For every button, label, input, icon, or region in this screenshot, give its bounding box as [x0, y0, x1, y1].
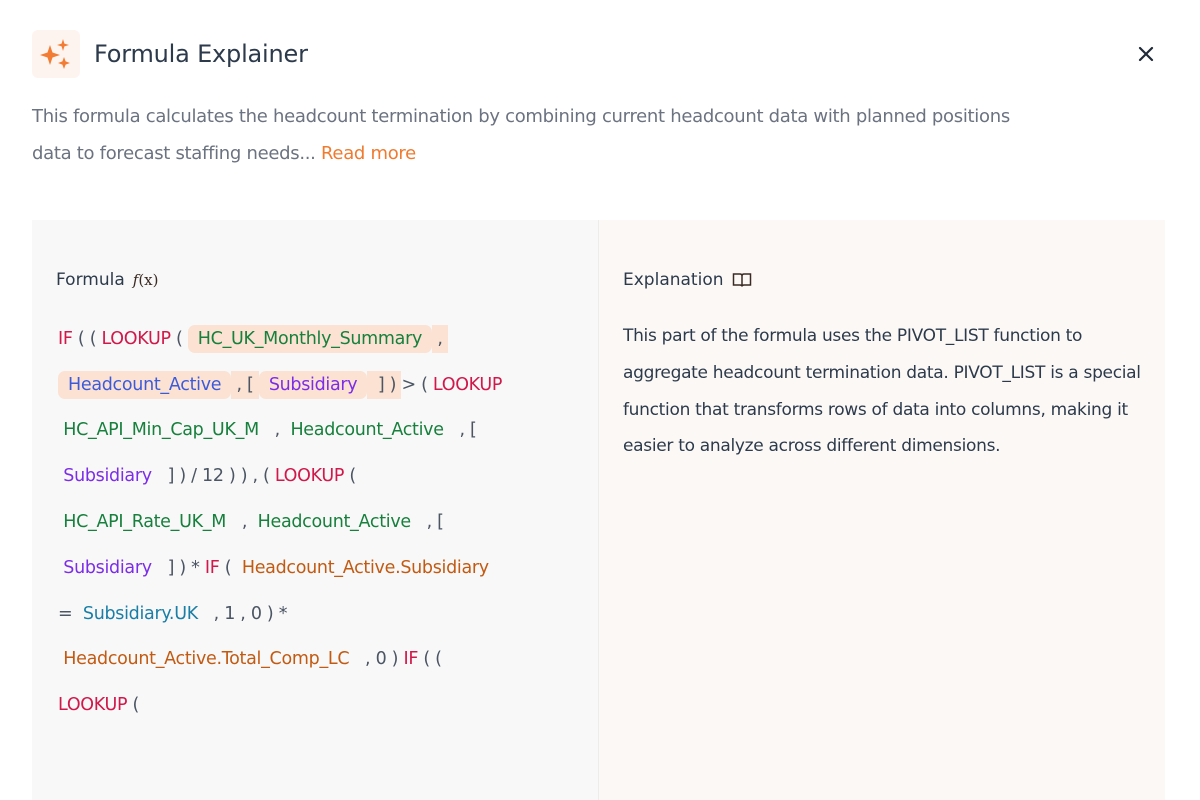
formula-operator: ( — [127, 695, 140, 716]
formula-keyword: LOOKUP — [432, 374, 503, 395]
formula-operator: , — [226, 512, 258, 533]
formula-title: Formula — [56, 270, 125, 290]
formula-operator: ( — [219, 557, 242, 578]
formula-operator: , [ — [443, 420, 477, 441]
formula-keyword: IF — [403, 649, 419, 670]
formula-operator: ] ) / 12 ) ) , ( — [151, 466, 275, 487]
formula-operator: , — [258, 420, 291, 441]
formula-operator: > ( — [401, 374, 433, 395]
explanation-section: Explanation This part of the formula use… — [599, 220, 1165, 800]
formula-dimension: Subsidiary — [58, 466, 152, 487]
formula-line: Headcount_Active.Total_Comp_LC , 0 ) IF … — [58, 637, 588, 683]
formula-description: This formula calculates the headcount te… — [32, 98, 1042, 172]
explanation-text: This part of the formula uses the PIVOT_… — [623, 326, 1141, 457]
dialog-title: Formula Explainer — [94, 40, 308, 68]
formula-operator: , 0 ) — [349, 649, 404, 670]
close-button[interactable] — [1132, 40, 1160, 68]
formula-keyword: LOOKUP — [274, 466, 345, 487]
sparkles-icon — [32, 30, 80, 78]
formula-dimension: Subsidiary — [58, 557, 152, 578]
formula-field: Headcount_Active.Total_Comp_LC — [58, 649, 350, 670]
formula-operator: ( ( — [418, 649, 442, 670]
formula-line: HC_API_Min_Cap_UK_M , Headcount_Active ,… — [58, 408, 588, 454]
formula-line: IF ( ( LOOKUP ( HC_UK_Monthly_Summary , — [58, 316, 588, 362]
formula-operator: , — [432, 324, 448, 353]
formula-heading: Formula f(x) — [56, 270, 158, 290]
formula-keyword: IF — [204, 557, 220, 578]
read-more-link[interactable]: Read more — [321, 143, 416, 164]
formula-operator: , [ — [410, 512, 444, 533]
formula-line: Subsidiary ] ) * IF ( Headcount_Active.S… — [58, 545, 588, 591]
formula-column[interactable]: Headcount_Active — [58, 370, 232, 399]
formula-keyword: LOOKUP — [58, 695, 128, 716]
formula-operator: ] ) * — [151, 557, 205, 578]
explanation-heading: Explanation — [623, 270, 752, 290]
formula-line: HC_API_Rate_UK_M , Headcount_Active , [ — [58, 499, 588, 545]
formula-dataset: Headcount_Active — [290, 420, 444, 441]
formula-dataset[interactable]: HC_UK_Monthly_Summary — [187, 324, 433, 353]
formula-operator: ] ) — [367, 370, 402, 399]
explanation-title: Explanation — [623, 270, 724, 290]
formula-operator: ( ( — [72, 328, 102, 349]
formula-dimension[interactable]: Subsidiary — [258, 370, 368, 399]
dialog-header: Formula Explainer — [32, 30, 308, 78]
formula-line: = Subsidiary.UK , 1 , 0 ) * — [58, 591, 588, 637]
close-icon — [1138, 46, 1154, 62]
formula-panel: Formula f(x) IF ( ( LOOKUP ( HC_UK_Month… — [32, 220, 1165, 800]
formula-member: Subsidiary.UK — [82, 603, 198, 624]
formula-field: Headcount_Active.Subsidiary — [241, 557, 489, 578]
formula-operator: ( — [344, 466, 356, 487]
formula-keyword: IF — [58, 328, 73, 349]
formula-dataset: Headcount_Active — [257, 512, 412, 533]
formula-operator: = — [58, 603, 83, 624]
book-open-icon — [732, 273, 751, 287]
description-text: This formula calculates the headcount te… — [32, 106, 1010, 164]
formula-operator: ( — [170, 328, 188, 349]
formula-line: Headcount_Active , [ Subsidiary ] ) > ( … — [58, 362, 588, 408]
formula-section: Formula f(x) IF ( ( LOOKUP ( HC_UK_Month… — [32, 220, 599, 800]
formula-line: LOOKUP ( — [58, 682, 588, 728]
formula-operator: , [ — [231, 370, 259, 399]
formula-operator: , 1 , 0 ) * — [197, 603, 288, 624]
function-fx-icon: f(x) — [132, 271, 159, 289]
formula-code: IF ( ( LOOKUP ( HC_UK_Monthly_Summary , … — [58, 316, 588, 728]
formula-line: Subsidiary ] ) / 12 ) ) , ( LOOKUP ( — [58, 453, 588, 499]
formula-dataset: HC_API_Rate_UK_M — [58, 512, 227, 533]
formula-keyword: LOOKUP — [101, 328, 171, 349]
formula-dataset: HC_API_Min_Cap_UK_M — [58, 420, 259, 441]
